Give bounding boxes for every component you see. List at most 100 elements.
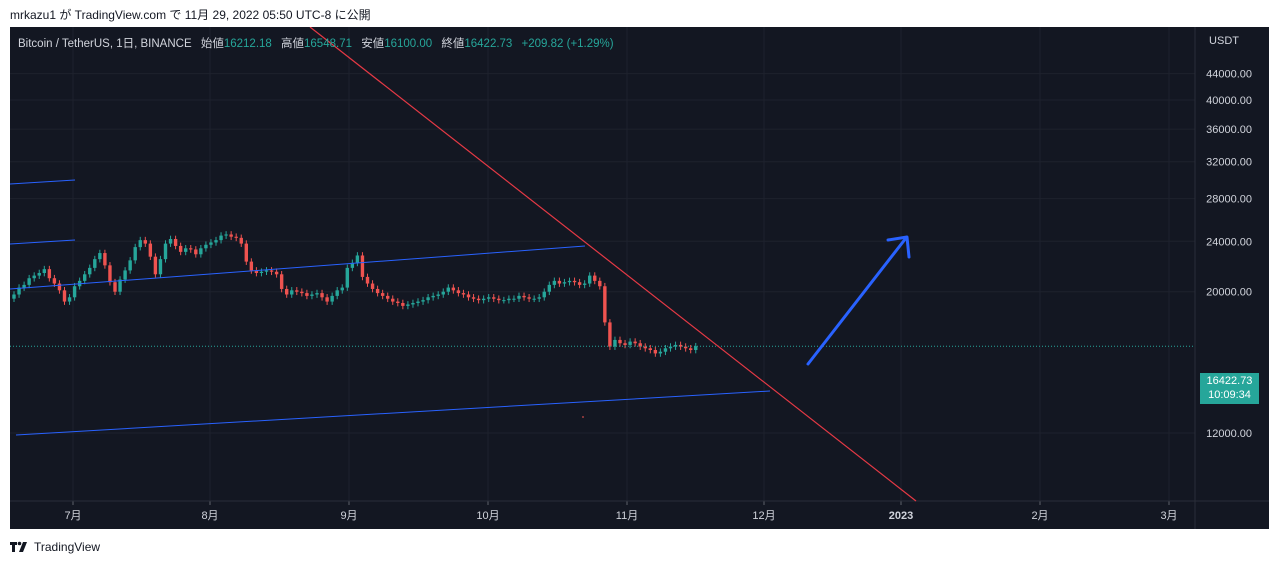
candle-body [189, 248, 193, 250]
chart-panel[interactable]: 44000.00 40000.00 36000.00 32000.00 28000.00… [10, 27, 1269, 529]
candle-body [98, 253, 102, 260]
candle-body [138, 240, 142, 248]
open-value: 16212.18 [223, 38, 272, 50]
candle-body [522, 295, 526, 298]
price-chart[interactable]: 44000.00 40000.00 36000.00 32000.00 28000.00… [10, 27, 1269, 529]
channel-lower-line[interactable] [15, 390, 771, 436]
candle-body [214, 240, 218, 243]
candle-body [628, 341, 632, 345]
close-label: 終値 [441, 38, 465, 50]
candle-body [557, 280, 562, 284]
candle-body [608, 322, 612, 347]
candle-body [184, 248, 188, 252]
bar-countdown: 10:09:34 [1208, 389, 1251, 401]
x-tick-label: 9月 [340, 510, 357, 522]
x-tick-label: 7月 [64, 510, 81, 522]
candle-body [355, 255, 360, 263]
candle-body [643, 346, 647, 349]
channel-upper-line[interactable] [10, 245, 586, 290]
y-tick-label: 24000.00 [1206, 236, 1252, 248]
x-tick-label: 2023 [889, 510, 913, 522]
x-tick-label: 10月 [476, 510, 499, 522]
candle-body [290, 290, 294, 295]
candle-body [209, 242, 213, 245]
candle-body [380, 293, 385, 296]
candle-body [27, 278, 31, 285]
candle-body [532, 298, 536, 300]
candle-body [653, 349, 658, 354]
channel-line-segment[interactable] [10, 239, 76, 245]
candle-body [219, 235, 223, 241]
candle-body [320, 293, 324, 298]
candle-body [396, 301, 400, 304]
candle-body [406, 304, 410, 306]
candle-body [123, 270, 127, 280]
candle-body [259, 271, 264, 274]
forecast-arrow-head [886, 235, 911, 259]
candle-body [158, 259, 163, 275]
x-tick-label: 2月 [1031, 510, 1048, 522]
tradingview-logo-text: TradingView [34, 540, 101, 554]
candle-body [456, 290, 461, 294]
candle-body [537, 297, 541, 299]
change-value: +209.82 (+1.29%) [521, 38, 614, 50]
candle-body [673, 344, 678, 347]
candle-body [416, 301, 420, 304]
candle-body [683, 346, 688, 349]
candle-body [426, 297, 430, 301]
candle-body [593, 275, 597, 281]
candle-body [340, 287, 344, 291]
candle-body [310, 294, 314, 296]
high-label: 高値 [281, 38, 305, 50]
candle-body [133, 247, 137, 261]
candle-body [285, 288, 289, 295]
candle-body [502, 300, 506, 302]
candle-body [648, 348, 652, 350]
candle-body [476, 298, 481, 301]
candle-body [517, 295, 521, 299]
x-tick-label: 11月 [616, 510, 638, 522]
channel-line-segment[interactable] [10, 179, 76, 185]
candle-body [572, 280, 577, 283]
x-tick-label: 3月 [1160, 510, 1177, 522]
candle-body [552, 280, 557, 285]
candle-body [325, 297, 329, 302]
candle-body [588, 275, 592, 284]
candle-body [173, 238, 178, 246]
candle-body [47, 269, 52, 279]
currency-label: USDT [1209, 35, 1239, 47]
candle-body [168, 238, 173, 244]
candle-body [421, 300, 425, 302]
candle-body [249, 261, 254, 271]
candle-body [254, 270, 259, 274]
candle-body [618, 339, 622, 344]
publish-caption: mrkazu1 が TradingView.com で 11月 29, 2022… [10, 8, 371, 22]
candle-body [163, 243, 168, 260]
candle-body [234, 236, 238, 238]
candle-body [224, 234, 228, 236]
y-tick-label: 28000.00 [1206, 194, 1252, 206]
candle-body [305, 293, 309, 296]
y-tick-label: 40000.00 [1206, 95, 1252, 107]
candle-body [658, 351, 663, 354]
forecast-arrow[interactable] [806, 236, 908, 366]
candle-body [295, 290, 299, 292]
candle-body [638, 343, 642, 347]
candle-body [32, 275, 36, 279]
candle-body [401, 303, 405, 306]
candle-body [375, 288, 380, 294]
candle-body [603, 286, 607, 323]
candle-body [678, 344, 683, 347]
candle-body [57, 283, 62, 291]
candle-body [72, 286, 77, 298]
descending-trendline[interactable] [309, 27, 917, 502]
candle-body [689, 348, 693, 350]
candle-body [507, 298, 511, 301]
tradingview-logo[interactable]: TradingView [10, 540, 100, 554]
y-tick-label: 36000.00 [1206, 124, 1252, 136]
symbol-title[interactable]: Bitcoin / TetherUS, 1日, BINANCE [18, 38, 192, 50]
low-label: 安値 [361, 38, 385, 50]
candle-body [451, 287, 456, 291]
candle-body [153, 256, 158, 275]
candle-body [345, 267, 349, 288]
